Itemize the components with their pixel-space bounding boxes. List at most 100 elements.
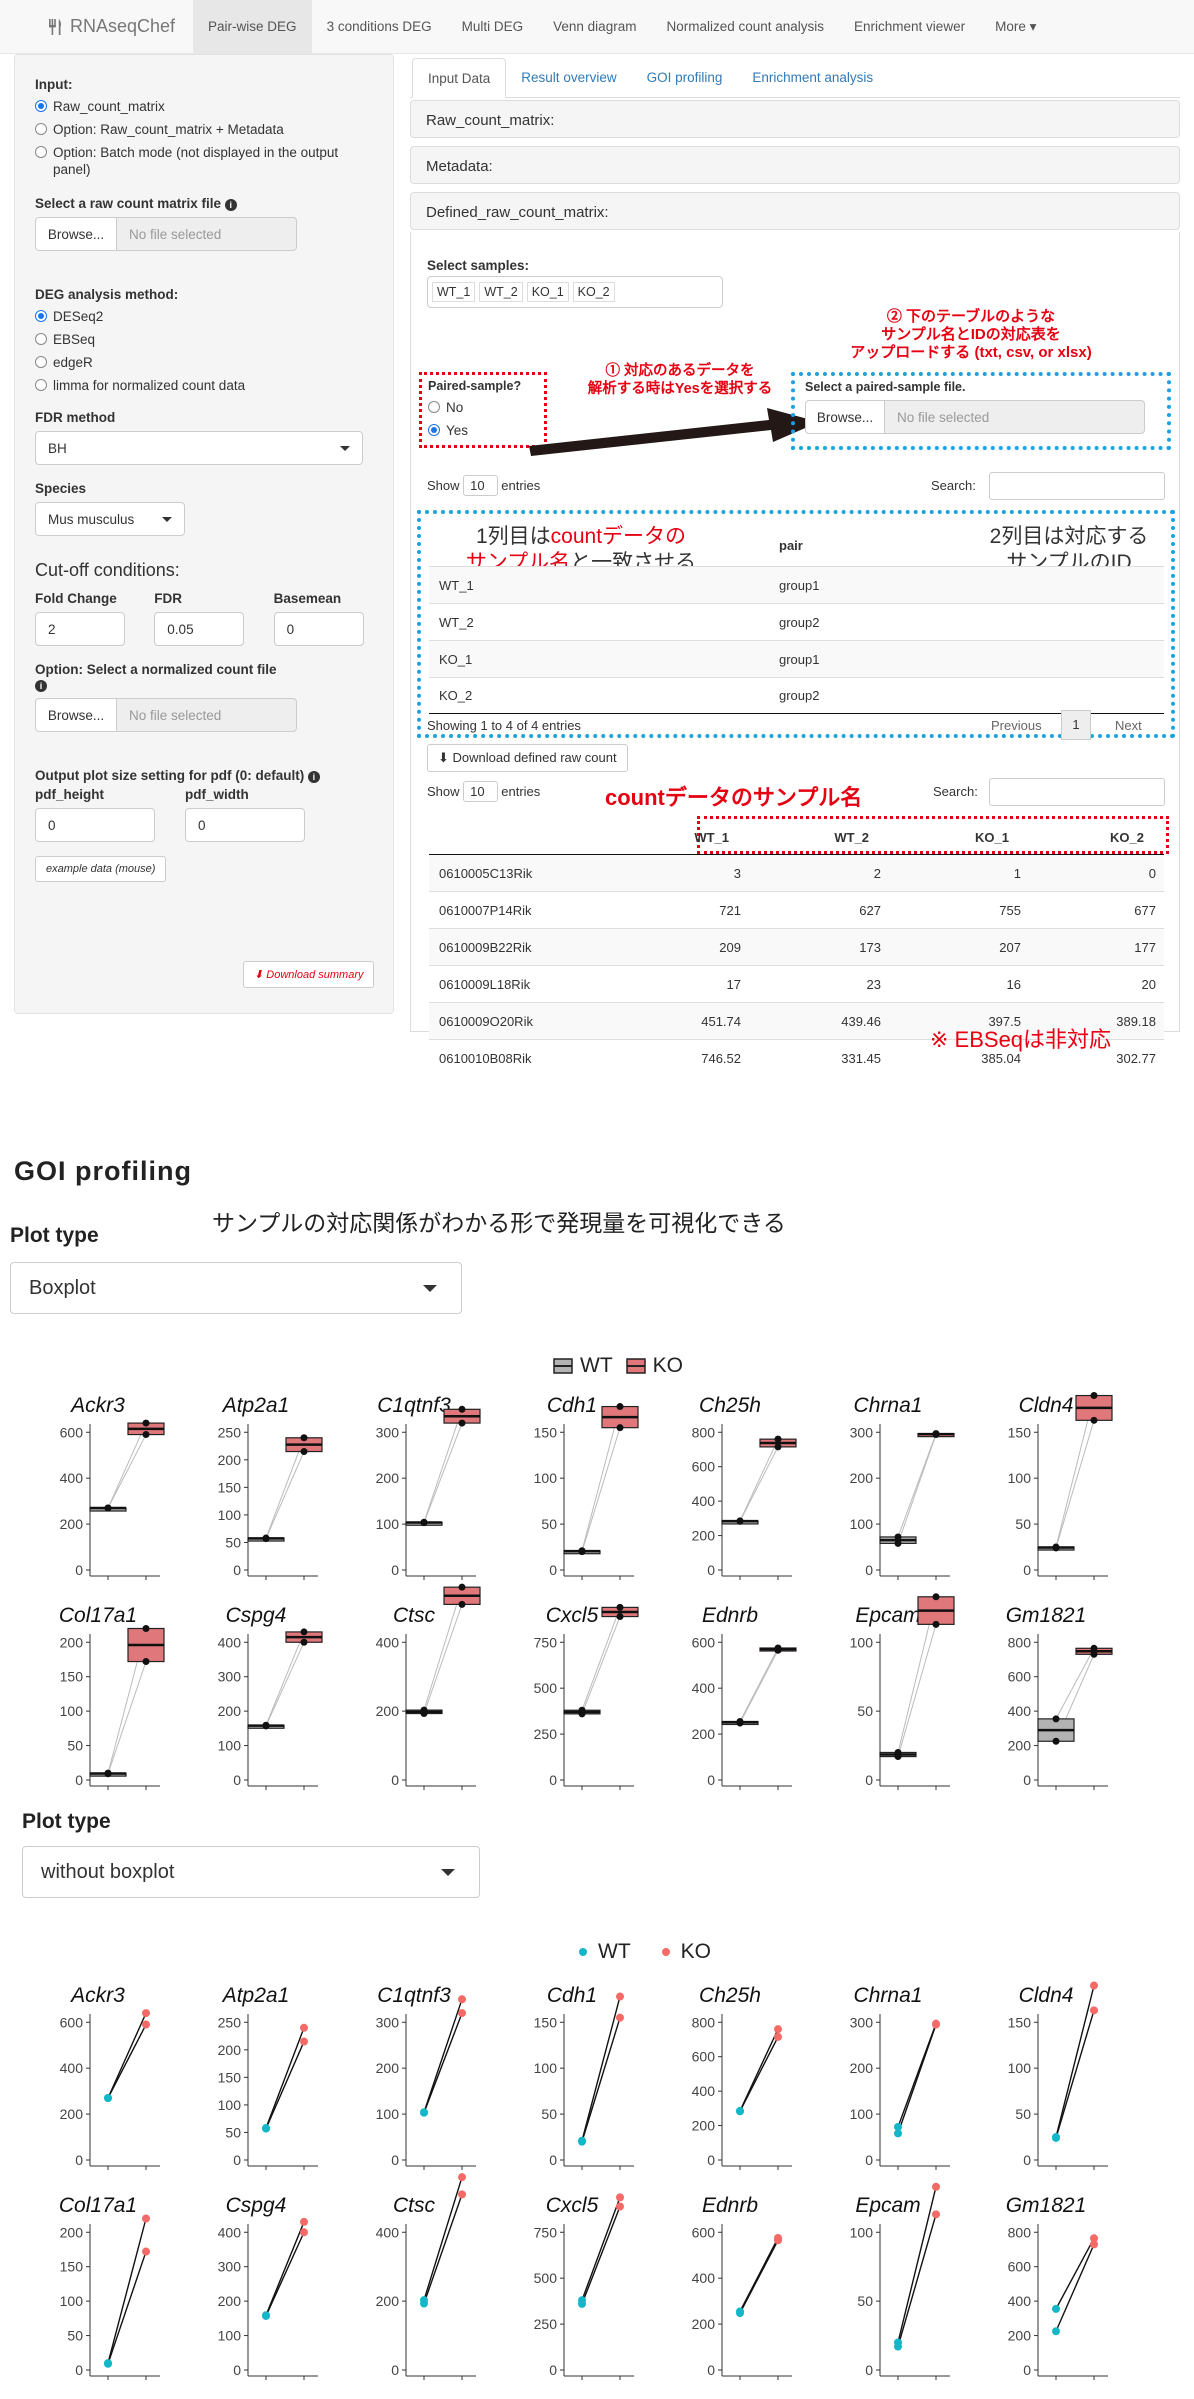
column-header[interactable]: WT_1	[694, 829, 729, 845]
y-tick-label: 0	[1023, 1562, 1031, 1578]
cutoff-label: Cut-off conditions:	[35, 560, 180, 580]
ko-point	[774, 1435, 782, 1443]
radio-dot[interactable]	[428, 401, 440, 413]
sample-chip[interactable]: WT_2	[479, 282, 523, 302]
radio-edger[interactable]: edgeR	[35, 354, 373, 371]
wt-point	[262, 1721, 270, 1729]
radio-ebseq[interactable]: EBSeq	[35, 331, 373, 348]
y-tick-label: 100	[850, 1516, 874, 1532]
tab-result-overview[interactable]: Result overview	[521, 70, 617, 85]
paired-file-input[interactable]: Browse... No file selected	[805, 400, 1157, 434]
nav-multi-deg[interactable]: Multi DEG	[461, 18, 524, 34]
cell: 16	[1006, 976, 1021, 992]
download-defined-button[interactable]: ⬇ Download defined raw count	[427, 744, 628, 772]
fdr-input[interactable]: 0.05	[154, 612, 245, 646]
pair-column-header[interactable]: pair	[779, 538, 803, 553]
basemean-input[interactable]: 0	[273, 612, 364, 646]
radio-dot[interactable]	[35, 310, 47, 322]
radio-dot[interactable]	[35, 333, 47, 345]
radio-dot[interactable]	[35, 379, 47, 391]
annotation-count-sample-names: countデータのサンプル名	[605, 785, 863, 810]
panel-defined-raw-count[interactable]: Defined_raw_count_matrix:	[410, 192, 1180, 230]
tab-input-data[interactable]: Input Data	[412, 58, 507, 98]
sample-chip[interactable]: KO_2	[572, 282, 615, 302]
main-panel: Input Data Result overview GOI profiling…	[410, 54, 1180, 1066]
cell: 302.77	[1116, 1050, 1156, 1066]
radio-label: Option: Raw_count_matrix + Metadata	[53, 122, 284, 137]
cell: 0	[1148, 865, 1156, 881]
download-summary-button[interactable]: ⬇ Download summary	[243, 961, 375, 988]
entries-select[interactable]: 10	[463, 475, 498, 496]
plot-type-select-1[interactable]: Boxplot	[10, 1262, 462, 1314]
browse-button[interactable]: Browse...	[35, 698, 117, 732]
radio-dot[interactable]	[35, 356, 47, 368]
radio-paired-no[interactable]: No	[428, 399, 538, 416]
cell: 451.74	[701, 1013, 741, 1029]
facet-col17a1: Col17a1 0 50 100 150 200	[59, 1604, 165, 1790]
facet-title: Ackr3	[69, 1984, 125, 2007]
radio-dot[interactable]	[428, 424, 440, 436]
sample-selector[interactable]: WT_1 WT_2 KO_1 KO_2	[427, 276, 723, 308]
normalized-file-input[interactable]: Browse... No file selected	[35, 698, 373, 732]
pager-next[interactable]: Next	[1115, 718, 1142, 733]
cell: 385.04	[981, 1050, 1021, 1066]
wt-point	[1052, 1543, 1060, 1551]
radio-raw-count[interactable]: Raw_count_matrix	[35, 98, 373, 115]
brand-name: RNAseqChef	[70, 16, 176, 36]
radio-raw-count-metadata[interactable]: Option: Raw_count_matrix + Metadata	[35, 121, 373, 138]
nav-enrichment-viewer[interactable]: Enrichment viewer	[854, 18, 966, 34]
facet-cldn4: Cldn4 0 50 100 150	[1008, 1981, 1108, 2170]
file-status: No file selected	[117, 217, 297, 251]
sample-chip[interactable]: KO_1	[526, 282, 569, 302]
search-input[interactable]	[989, 778, 1165, 806]
y-tick-label: 200	[218, 2042, 242, 2058]
table-row: 0610009L18Rik 17 23 16 20	[429, 965, 1164, 1002]
facet-cxcl5: Cxcl5 0 250 500 750	[534, 2193, 634, 2380]
y-tick-label: 0	[75, 2362, 83, 2378]
fdr-method-select[interactable]: BH	[35, 431, 363, 465]
pdf-height-input[interactable]: 0	[35, 808, 155, 842]
browse-button[interactable]: Browse...	[35, 217, 117, 251]
radio-dot[interactable]	[35, 123, 47, 135]
tab-goi-profiling[interactable]: GOI profiling	[646, 70, 723, 85]
legend-dots: WT KO	[576, 1940, 711, 1964]
pdf-width-input[interactable]: 0	[185, 808, 305, 842]
ko-point	[616, 2202, 624, 2211]
brand[interactable]: RNAseqChef	[0, 0, 193, 54]
basemean-label: Basemean	[273, 591, 342, 606]
entries-select[interactable]: 10	[463, 781, 498, 802]
nav-normalized-count[interactable]: Normalized count analysis	[666, 18, 825, 34]
column-header[interactable]: KO_2	[1110, 829, 1144, 845]
example-data-button[interactable]: example data (mouse)	[35, 856, 167, 882]
radio-deseq2[interactable]: DESeq2	[35, 308, 373, 325]
species-select[interactable]: Mus musculus	[35, 502, 185, 536]
browse-button[interactable]: Browse...	[805, 400, 885, 434]
panel-raw-count-matrix[interactable]: Raw_count_matrix:	[410, 100, 1180, 138]
search-input[interactable]	[989, 472, 1165, 500]
wt-point	[104, 1769, 112, 1777]
radio-limma[interactable]: limma for normalized count data	[35, 377, 373, 394]
radio-batch-mode[interactable]: Option: Batch mode (not displayed in the…	[35, 144, 373, 178]
nav-more-dropdown[interactable]: More ▾	[995, 18, 1037, 34]
nav-pairwise-deg[interactable]: Pair-wise DEG	[193, 0, 312, 54]
sample-chip[interactable]: WT_1	[432, 282, 476, 302]
info-icon: i	[307, 770, 320, 783]
table-row: 0610010B08Rik 746.52 331.45 385.04 302.77	[429, 1039, 1164, 1076]
radio-dot[interactable]	[35, 100, 47, 112]
plot-type-select-2[interactable]: without boxplot	[22, 1846, 480, 1898]
panel-metadata[interactable]: Metadata:	[410, 146, 1180, 184]
pager-page[interactable]: 1	[1061, 710, 1091, 740]
nav-venn-diagram[interactable]: Venn diagram	[553, 18, 637, 34]
download-summary-label: Download summary	[266, 969, 364, 981]
facet-title: Ednrb	[702, 2194, 758, 2217]
pager-previous[interactable]: Previous	[991, 718, 1042, 733]
pair-line	[1055, 2237, 1095, 2310]
fold-change-input[interactable]: 2	[35, 612, 125, 646]
column-header[interactable]: KO_1	[975, 829, 1009, 845]
radio-paired-yes[interactable]: Yes	[428, 422, 538, 439]
nav-3-conditions-deg[interactable]: 3 conditions DEG	[326, 18, 432, 34]
column-header[interactable]: WT_2	[834, 829, 869, 845]
raw-count-file-input[interactable]: Browse... No file selected	[35, 217, 373, 251]
radio-dot[interactable]	[35, 146, 47, 158]
tab-enrichment-analysis[interactable]: Enrichment analysis	[752, 70, 874, 85]
